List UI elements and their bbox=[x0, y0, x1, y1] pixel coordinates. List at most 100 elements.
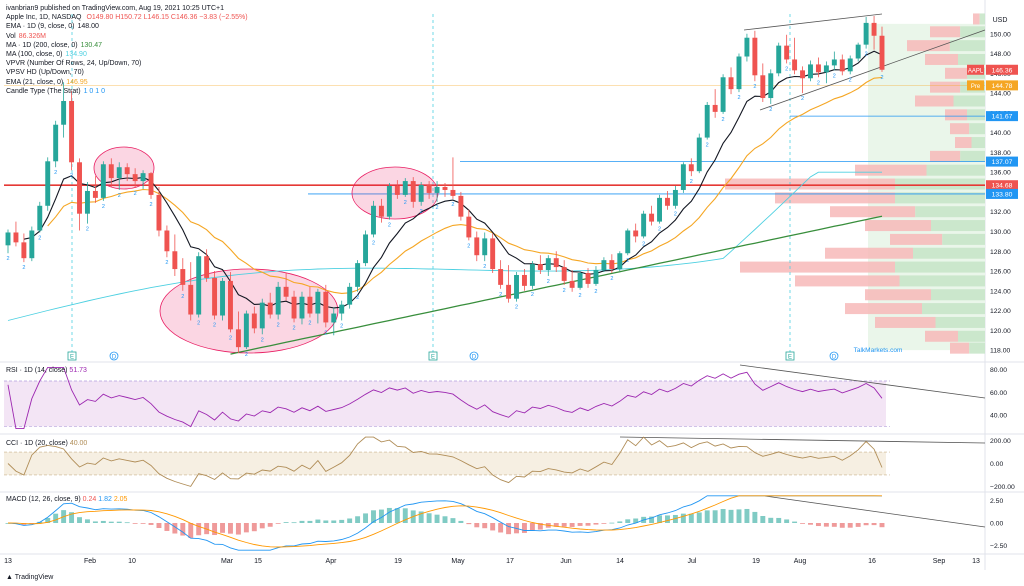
candle-body bbox=[172, 251, 178, 270]
strat-label: 2 bbox=[483, 264, 486, 270]
candle bbox=[323, 284, 329, 328]
candle bbox=[752, 30, 758, 82]
profile-bar-down bbox=[830, 206, 916, 218]
candle-body bbox=[323, 291, 329, 323]
candle-body bbox=[450, 189, 456, 196]
profile-bar-down bbox=[875, 316, 936, 328]
price-tag: 134.68 bbox=[992, 183, 1013, 190]
macd-histogram-bar bbox=[140, 523, 146, 524]
candle-body bbox=[21, 242, 27, 259]
candle bbox=[545, 255, 551, 276]
rsi-tick: 80.00 bbox=[990, 367, 1007, 374]
strat-label: 2 bbox=[499, 292, 502, 298]
profile-bar-down bbox=[930, 81, 961, 93]
macd-histogram-bar bbox=[148, 523, 154, 525]
macd-tick: 2.50 bbox=[990, 498, 1003, 505]
strat-label: 2 bbox=[865, 52, 868, 58]
candle-body bbox=[696, 137, 702, 172]
indicator-value: 146.95 bbox=[66, 78, 88, 86]
macd-histogram-bar bbox=[180, 523, 186, 536]
highlight-ellipse-2 bbox=[159, 268, 339, 354]
profile-bar-up bbox=[931, 289, 985, 301]
profile-bar-up bbox=[969, 123, 985, 135]
macd-histogram-bar bbox=[665, 515, 670, 523]
candle-body bbox=[728, 77, 734, 90]
candle-body bbox=[863, 22, 869, 45]
candle-body bbox=[347, 286, 353, 305]
candle-body bbox=[228, 280, 233, 330]
event-mark: E bbox=[785, 351, 795, 361]
candle bbox=[45, 157, 51, 211]
ema9-line bbox=[23, 50, 883, 309]
candle bbox=[720, 74, 726, 114]
strat-label: 2 bbox=[451, 202, 454, 208]
candle bbox=[283, 273, 289, 301]
strat-label: 2 bbox=[690, 179, 693, 185]
candle-body bbox=[100, 164, 106, 198]
candle-body bbox=[649, 213, 655, 222]
candle-body bbox=[633, 230, 639, 237]
cci-tick: −200.00 bbox=[990, 484, 1015, 491]
candle-body bbox=[13, 232, 19, 243]
candle bbox=[180, 258, 186, 291]
price-tag-bg bbox=[986, 111, 1018, 122]
macd-histogram-bar bbox=[243, 523, 249, 533]
rsi-divergence bbox=[739, 364, 986, 399]
candle bbox=[736, 53, 742, 93]
macd-divergence bbox=[764, 495, 986, 528]
candle-body bbox=[140, 173, 146, 182]
candle bbox=[871, 15, 877, 50]
profile-bar-up bbox=[895, 178, 985, 190]
candle-body bbox=[363, 234, 369, 264]
dividend-badge bbox=[829, 351, 839, 361]
strat-label: 2 bbox=[134, 191, 137, 197]
time-tick: Jun bbox=[560, 558, 571, 565]
time-tick: Aug bbox=[794, 558, 807, 565]
macd-histogram-bar bbox=[156, 523, 162, 528]
candle-body bbox=[514, 274, 519, 299]
candle-body bbox=[291, 296, 297, 319]
macd-histogram-bar bbox=[331, 520, 337, 523]
macd-histogram-bar bbox=[569, 523, 575, 527]
macd-histogram-bar bbox=[204, 523, 210, 535]
macd-histogram-bar bbox=[593, 523, 599, 525]
candle bbox=[784, 34, 790, 64]
macd-histogram-bar bbox=[84, 519, 90, 523]
macd-histogram-bar bbox=[402, 508, 408, 523]
dividend-badge bbox=[109, 351, 119, 361]
symbol-line: Apple Inc, 1D, NASDAQ O149.80 H150.72 L1… bbox=[6, 13, 248, 22]
time-tick: 19 bbox=[394, 558, 402, 565]
rsi-value: 51.73 bbox=[69, 367, 87, 374]
profile-bar-up bbox=[949, 40, 985, 52]
price-tag: 137.07 bbox=[992, 159, 1013, 166]
candle bbox=[474, 231, 480, 262]
strat-label: 2 bbox=[308, 320, 311, 326]
macd-histogram-bar bbox=[355, 516, 361, 523]
candle-body bbox=[847, 58, 853, 72]
candle-body bbox=[371, 205, 376, 235]
macd-histogram-bar bbox=[434, 514, 440, 523]
candle bbox=[61, 82, 67, 138]
profile-bar-up bbox=[971, 137, 985, 149]
candle-body bbox=[426, 185, 432, 193]
candle-body bbox=[601, 260, 607, 271]
candle bbox=[593, 266, 599, 286]
indicator-row: EMA · 1D (9, close, 0) 148.00 bbox=[6, 22, 248, 31]
event-mark: E bbox=[428, 351, 438, 361]
price-tick: 138.00 bbox=[990, 150, 1011, 157]
earnings-badge bbox=[428, 351, 438, 361]
strat-label: 2 bbox=[515, 305, 518, 311]
cci-tick: 200.00 bbox=[990, 438, 1011, 445]
candle-body bbox=[688, 164, 694, 172]
indicator-row: Candle Type (The Strat) 1 0 1 0 bbox=[6, 87, 248, 96]
price-tag-bg bbox=[986, 188, 1018, 199]
macd-histogram-bar bbox=[688, 513, 694, 523]
symbol-name: Apple Inc, 1D, NASDAQ bbox=[6, 14, 82, 22]
candle bbox=[529, 261, 535, 289]
candle-body bbox=[736, 56, 742, 90]
price-tag-bg bbox=[986, 180, 1018, 191]
candle bbox=[347, 282, 353, 309]
macd-histogram-bar bbox=[728, 509, 734, 523]
earnings-badge bbox=[785, 351, 795, 361]
